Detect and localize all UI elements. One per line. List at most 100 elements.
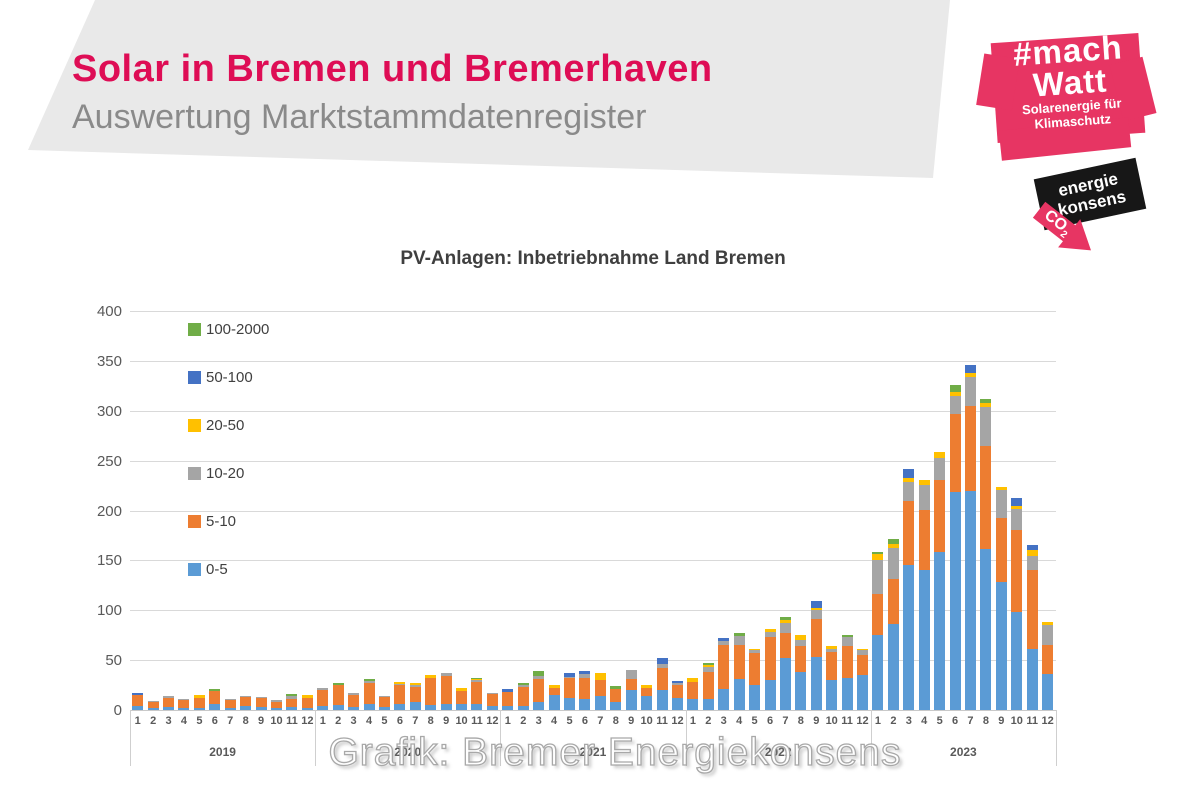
- legend-label: 50-100: [206, 369, 253, 386]
- bar-segment-5-10: [1026, 570, 1038, 650]
- y-tick-label: 400: [96, 303, 122, 320]
- bar-slot: [223, 311, 238, 710]
- bar-segment-5-10: [193, 698, 205, 709]
- bar-slot: [963, 311, 978, 710]
- stacked-bar: [224, 699, 236, 710]
- bar-slot: [1009, 311, 1024, 710]
- bar-segment-0-5: [610, 702, 622, 710]
- bar-segment-50-100: [1011, 497, 1023, 506]
- bar-slot: [392, 311, 407, 710]
- bar-segment-10-20: [240, 696, 252, 698]
- month-label: 3: [165, 715, 172, 727]
- month-label: 2: [520, 715, 527, 727]
- bar-segment-5-10: [517, 687, 529, 707]
- month-label: 7: [782, 715, 789, 727]
- bar-segment-50-100: [579, 671, 591, 675]
- bar-slot: [917, 311, 932, 710]
- stacked-bar: [209, 689, 221, 710]
- x-axis-month-labels: 1 2 3 4 5 6 7 8 9 10 11 12 1 2 3 4 5 6 7 8 9 10 11 12 1 2 3 4 5 6 7 8 9 1…: [130, 715, 1056, 727]
- stacked-bar: [1011, 497, 1023, 710]
- gridline: [130, 610, 1056, 612]
- bar-segment-20-50: [795, 635, 807, 641]
- bar-segment-5-10: [764, 637, 776, 681]
- stacked-bar: [378, 696, 390, 710]
- bar-segment-5-10: [779, 633, 791, 659]
- month-label: 4: [365, 715, 373, 727]
- watermark: Grafik: Bremer Energiekonsens: [328, 730, 902, 774]
- month-label: 10: [270, 715, 283, 727]
- month-label: 7: [412, 715, 419, 727]
- bar-segment-0-5: [949, 491, 961, 710]
- month-label: 12: [671, 715, 684, 727]
- bar-segment-5-10: [147, 702, 159, 709]
- bar-slot: [562, 311, 577, 710]
- month-label: 11: [286, 715, 298, 727]
- bar-slot: [330, 311, 345, 710]
- bar-segment-5-10: [440, 676, 452, 705]
- year-label: 2019: [209, 745, 236, 759]
- legend-swatch-icon: [188, 563, 201, 576]
- bar-segment-50-100: [810, 601, 822, 609]
- bar-slot: [300, 311, 315, 710]
- stacked-bar: [1042, 622, 1054, 710]
- x-axis-year-labels: 2019 2020 2021 2022 2023: [130, 745, 1056, 765]
- bar-segment-5-10: [671, 685, 683, 699]
- machwatt-logo: #mach Watt Solarenergie für Klimaschutz: [976, 28, 1157, 161]
- bar-segment-20-50: [641, 685, 653, 689]
- legend-label: 100-2000: [206, 321, 270, 338]
- bar-segment-10-20: [255, 697, 267, 699]
- bar-slot: [377, 311, 392, 710]
- month-label: 1: [134, 715, 141, 727]
- bar-segment-10-20: [533, 676, 545, 680]
- bar-segment-5-10: [348, 695, 360, 708]
- bar-segment-0-5: [887, 624, 899, 710]
- month-label: 4: [551, 715, 558, 727]
- bar-segment-20-50: [995, 486, 1007, 490]
- bar-segment-5-10: [887, 579, 899, 625]
- month-label: 12: [486, 715, 499, 727]
- bar-segment-5-10: [533, 679, 545, 703]
- stacked-bar: [841, 635, 853, 710]
- bar-segment-5-10: [795, 646, 807, 673]
- bar-segment-20-50: [548, 685, 560, 689]
- stacked-bar: [964, 364, 976, 710]
- stacked-bar: [810, 601, 822, 710]
- bar-slot: [269, 311, 284, 710]
- bar-segment-10-20: [826, 649, 838, 653]
- bar-segment-0-5: [240, 706, 252, 710]
- month-label: 9: [258, 715, 265, 727]
- bar-segment-20-50: [918, 479, 930, 485]
- month-label: 6: [581, 715, 588, 727]
- bar-segment-10-20: [579, 674, 591, 679]
- stacked-bar: [286, 694, 298, 710]
- stacked-bar: [579, 671, 591, 710]
- stacked-bar: [779, 617, 791, 710]
- month-label: 4: [921, 715, 928, 727]
- month-label: 9: [443, 715, 450, 727]
- bar-segment-0-5: [224, 708, 236, 710]
- bar-segment-5-10: [980, 445, 992, 550]
- bar-segment-10-20: [471, 680, 483, 683]
- bar-segment-100-2000: [471, 678, 483, 680]
- bar-segment-10-20: [363, 681, 375, 684]
- bar-segment-5-10: [656, 668, 668, 691]
- bar-segment-10-20: [810, 610, 822, 620]
- bar-slot: [346, 311, 361, 710]
- bar-segment-5-10: [702, 672, 714, 700]
- bar-segment-0-5: [425, 705, 437, 710]
- bar-slot: [839, 311, 854, 710]
- bar-slot: [469, 311, 484, 710]
- year-separator: [315, 710, 317, 766]
- bar-segment-20-50: [764, 629, 776, 633]
- month-label: 12: [1041, 715, 1054, 727]
- bar-segment-5-10: [178, 700, 190, 709]
- stacked-bar: [594, 673, 606, 710]
- y-tick-label: 350: [96, 352, 122, 370]
- bar-slot: [654, 311, 669, 710]
- stacked-bar: [317, 688, 329, 710]
- bar-segment-0-5: [779, 658, 791, 710]
- bar-segment-10-20: [872, 560, 884, 595]
- bar-segment-5-10: [209, 691, 221, 705]
- y-tick-label: 0: [113, 702, 122, 719]
- bar-segment-0-5: [317, 706, 329, 710]
